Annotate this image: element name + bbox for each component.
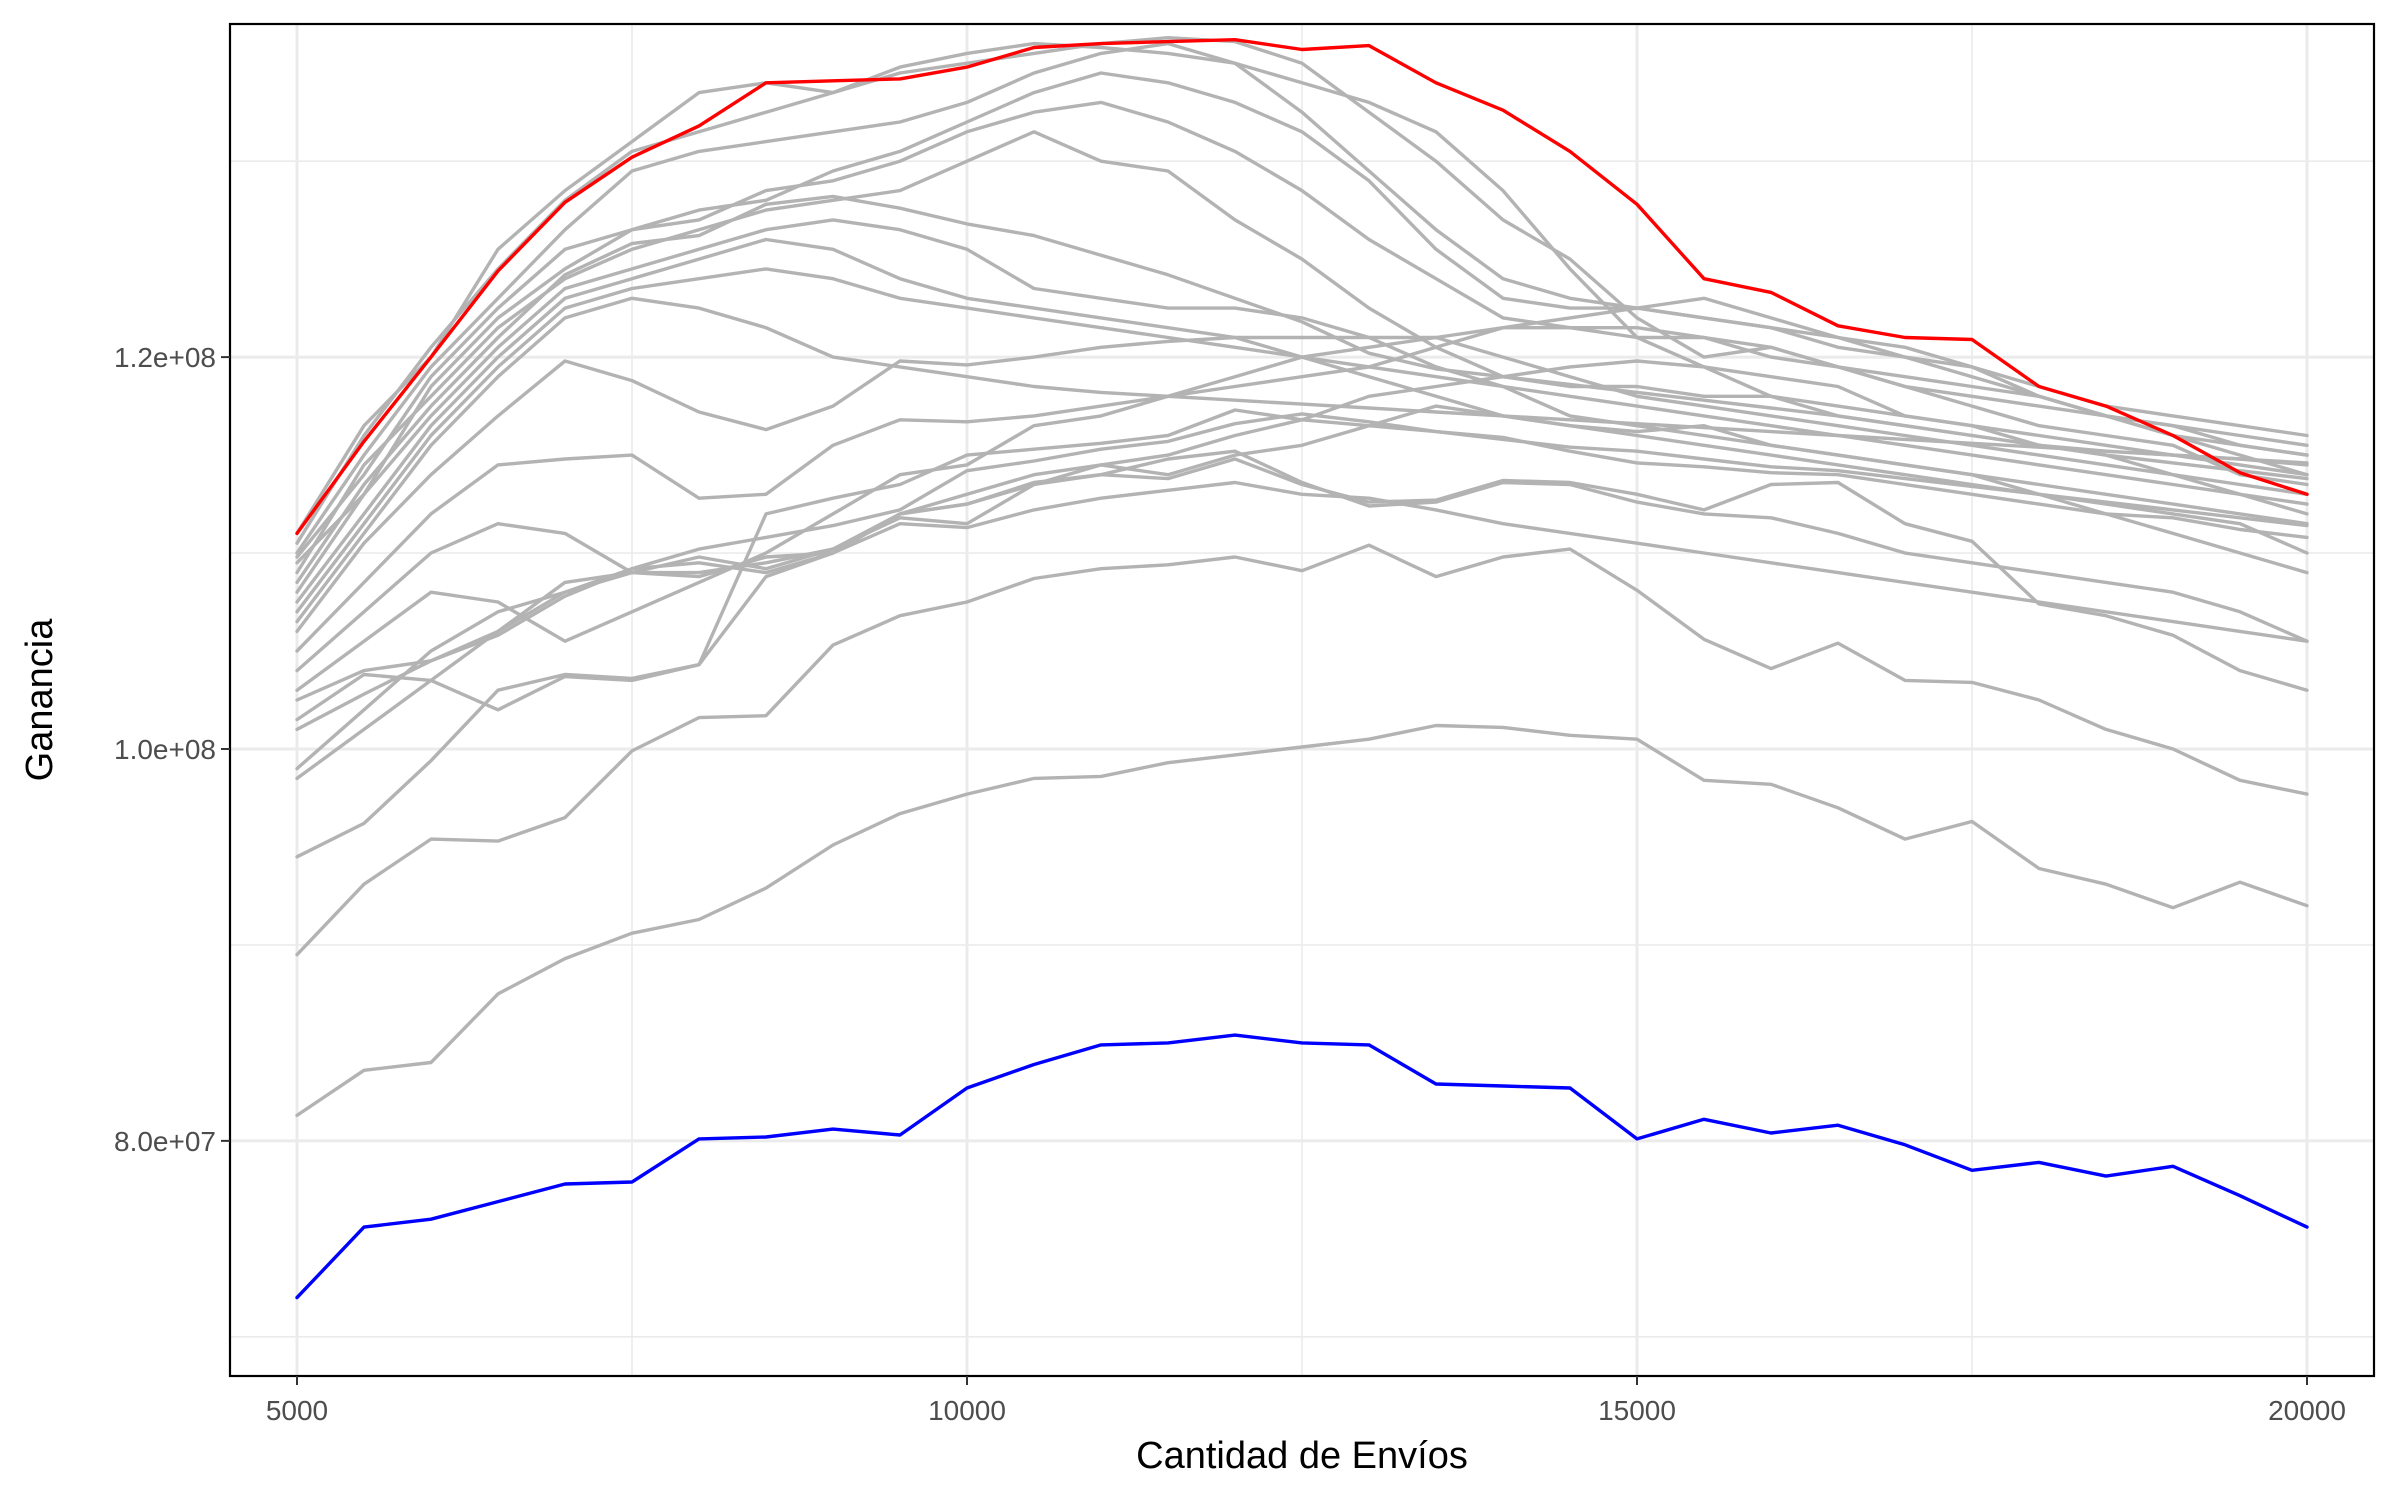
axes: 8.0e+07 1.0e+08 1.2e+08 5000 10000 15000 20000	[114, 342, 2346, 1426]
y-tick-label: 1.2e+08	[114, 342, 216, 373]
y-tick-label: 1.0e+08	[114, 734, 216, 765]
series-line-gray	[295, 408, 2309, 722]
x-tick-label: 5000	[266, 1395, 328, 1426]
y-tick-label: 8.0e+07	[114, 1126, 216, 1157]
series-line-gray	[295, 326, 2309, 692]
series-line-gray	[295, 100, 2309, 565]
series-line-red	[295, 38, 2309, 536]
series-line-gray	[295, 194, 2309, 585]
series-line-gray	[295, 335, 2309, 634]
y-axis-title: Ganancia	[19, 618, 61, 782]
series-line-gray	[295, 296, 2309, 653]
series-line-gray	[295, 457, 2309, 771]
x-tick-label: 15000	[1598, 1395, 1676, 1426]
series-line-gray	[295, 449, 2309, 859]
plot-frame	[228, 22, 2376, 1378]
series-line-blue	[295, 1033, 2309, 1300]
series-line-gray	[295, 36, 2309, 545]
series-line-gray	[295, 296, 2309, 624]
series-line-gray	[295, 480, 2309, 781]
x-tick-label: 10000	[928, 1395, 1006, 1426]
x-axis-title: Cantidad de Envíos	[1136, 1435, 1468, 1477]
series-line-gray	[295, 723, 2309, 1118]
x-tick-label: 20000	[2268, 1395, 2346, 1426]
series-lines	[295, 36, 2309, 1300]
series-line-gray	[295, 543, 2309, 957]
